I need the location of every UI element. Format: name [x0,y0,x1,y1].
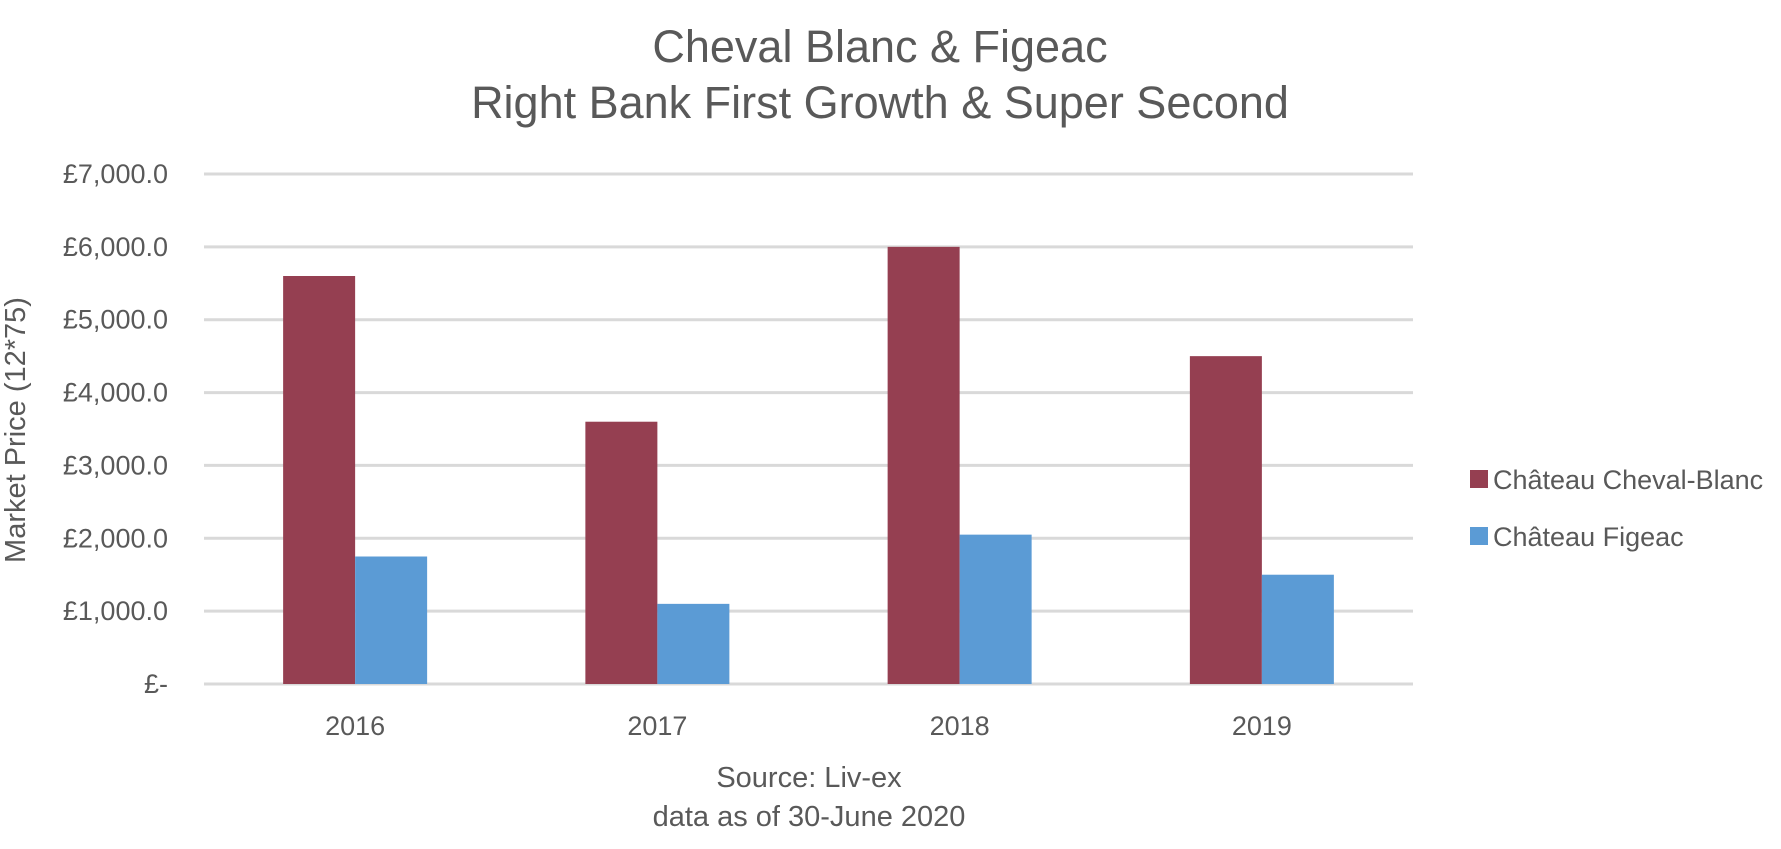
x-axis-category-labels: 2016 2017 2018 2019 [325,711,1292,741]
bar-figeac-2018 [959,534,1032,684]
bar-cheval-blanc-2019 [1189,356,1262,684]
y-tick-label: £4,000.0 [63,378,168,408]
bar-figeac-2016 [355,556,428,684]
y-tick-label: £1,000.0 [63,596,168,626]
x-category-label: 2018 [930,711,990,741]
y-axis-tick-labels: £- £1,000.0 £2,000.0 £3,000.0 £4,000.0 £5,000… [63,159,168,699]
legend-swatch [1470,527,1488,545]
y-tick-label: £- [144,669,168,699]
x-category-label: 2019 [1232,711,1292,741]
bar-cheval-blanc-2018 [887,246,960,684]
y-tick-label: £6,000.0 [63,232,168,262]
chart-title-line-1: Cheval Blanc & Figeac [652,21,1107,72]
y-tick-label: £5,000.0 [63,305,168,335]
source-line-2: data as of 30-June 2020 [653,801,966,833]
y-tick-label: £2,000.0 [63,523,168,553]
chart-title-line-2: Right Bank First Growth & Super Second [471,77,1289,128]
bars [283,246,1334,684]
x-category-label: 2017 [627,711,687,741]
x-category-label: 2016 [325,711,385,741]
legend-label: Château Figeac [1493,522,1684,552]
bar-figeac-2017 [657,603,730,684]
y-tick-label: £3,000.0 [63,450,168,480]
y-tick-label: £7,000.0 [63,159,168,189]
legend-label: Château Cheval-Blanc [1493,465,1763,495]
source-line-1: Source: Liv-ex [716,762,902,794]
bar-figeac-2019 [1261,574,1334,684]
bar-cheval-blanc-2017 [585,421,658,684]
legend: Château Cheval-Blanc Château Figeac [1470,465,1763,552]
y-axis-title: Market Price (12*75) [0,297,32,563]
bar-cheval-blanc-2016 [283,276,356,684]
legend-swatch [1470,470,1488,488]
